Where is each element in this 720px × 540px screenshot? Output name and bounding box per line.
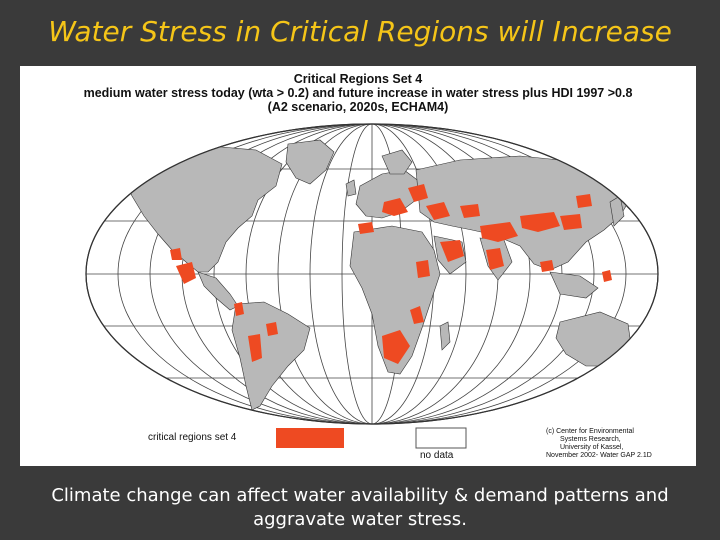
map-title-line-1: Critical Regions Set 4 [293, 72, 423, 86]
legend-swatch-critical [276, 428, 344, 448]
legend-swatch-no-data [415, 427, 467, 449]
south-america [231, 301, 311, 411]
map-title-line-3: (A2 scenario, 2020s, ECHAM4) [267, 100, 449, 114]
map-title: Critical Regions Set 4 medium water stre… [20, 72, 696, 114]
credit-line: (c) Center for Environmental [546, 428, 634, 435]
north-america [119, 145, 283, 273]
caption-line-1: Climate change can affect water availabi… [51, 485, 669, 506]
world-map [85, 123, 659, 449]
new-zealand [645, 361, 655, 385]
legend-label-no-data: no data [420, 450, 454, 461]
critical-regions [170, 184, 612, 364]
scandinavia [381, 149, 413, 175]
japan [609, 195, 625, 227]
map-panel: Critical Regions Set 4 medium water stre… [20, 66, 696, 466]
credit-line: Systems Research, [560, 436, 621, 443]
slide-title: Water Stress in Critical Regions will In… [48, 15, 672, 48]
madagascar [439, 321, 451, 351]
greenland [285, 139, 335, 185]
caption-line-2: aggravate water stress. [253, 509, 467, 530]
credit-note: (c) Center for Environmental Systems Res… [546, 428, 696, 460]
credit-line: University of Kassel, [560, 444, 624, 451]
uk [345, 179, 357, 197]
legend-label-critical: critical regions set 4 [148, 432, 237, 443]
central-america [197, 271, 239, 311]
credit-line: November 2002- Water GAP 2.1D [546, 452, 652, 459]
map-title-line-2: medium water stress today (wta > 0.2) an… [83, 86, 633, 100]
slide-caption: Climate change can affect water availabi… [0, 484, 720, 532]
southeast-asia [549, 271, 599, 299]
